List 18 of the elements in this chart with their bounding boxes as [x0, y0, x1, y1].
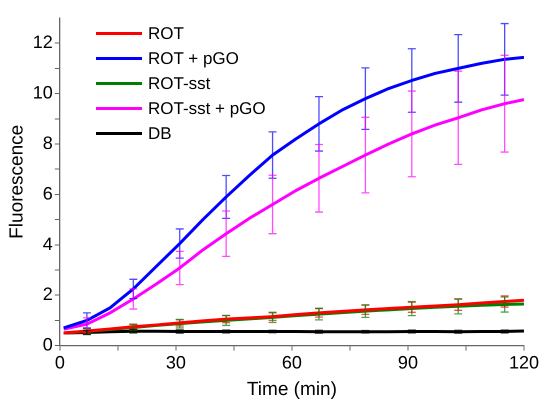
legend-label: ROT-sst — [148, 73, 210, 95]
y-tick-label: 12 — [32, 32, 53, 52]
legend-label: DB — [148, 123, 172, 145]
legend-label: ROT — [148, 23, 184, 45]
y-tick-label: 10 — [32, 82, 53, 103]
x-tick-label: 120 — [508, 352, 540, 372]
y-tick-label: 2 — [42, 284, 53, 304]
x-tick-label: 90 — [398, 352, 418, 372]
x-axis-title: Time (min) — [246, 378, 337, 400]
y-tick-label: 6 — [42, 183, 53, 204]
x-tick-label: 30 — [166, 352, 186, 372]
y-axis-title: Fluorescence — [6, 124, 28, 239]
x-tick-label: 60 — [282, 352, 302, 372]
y-tick-label: 8 — [42, 132, 53, 153]
y-tick-label: 4 — [42, 234, 53, 254]
y-tick-label: 0 — [42, 334, 53, 355]
legend-label: ROT-sst + pGO — [148, 98, 266, 120]
legend-label: ROT + pGO — [148, 48, 239, 70]
